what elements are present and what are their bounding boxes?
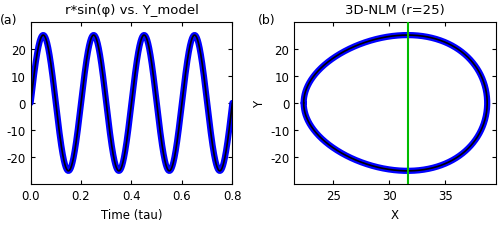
Title: 3D-NLM (r=25): 3D-NLM (r=25) [345,4,445,17]
Text: (b): (b) [258,14,276,27]
Y-axis label: Y: Y [253,100,266,107]
Text: (a): (a) [0,14,18,27]
Title: r*sin(φ) vs. Y_model: r*sin(φ) vs. Y_model [64,4,198,17]
X-axis label: X: X [391,208,399,221]
X-axis label: Time (tau): Time (tau) [100,208,162,221]
